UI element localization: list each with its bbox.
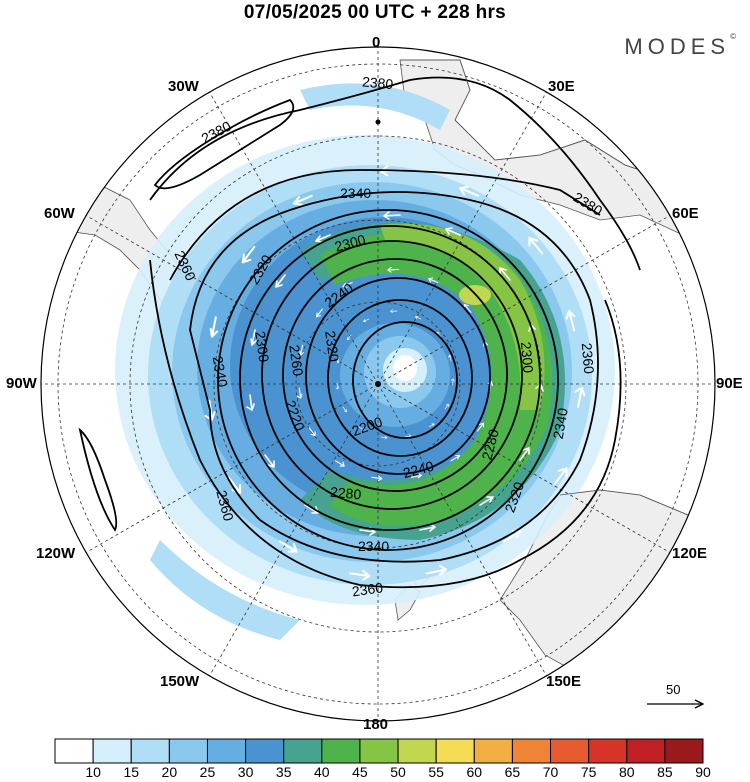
contour-label: 2340 bbox=[340, 185, 371, 201]
colorbar-tick-label: 25 bbox=[199, 764, 216, 780]
map-boundary bbox=[40, 46, 716, 722]
colorbar-tick-label: 80 bbox=[618, 764, 635, 780]
contour-label: 2260 bbox=[286, 344, 306, 377]
longitude-label-60w: 60W bbox=[44, 205, 75, 222]
contour-label-group: 2380 2380 2380 2360 2360 2360 2360 2340 … bbox=[171, 73, 605, 599]
colorbar-swatch bbox=[245, 738, 285, 764]
colorbar-swatch bbox=[511, 738, 552, 764]
longitude-label-120e: 120E bbox=[672, 545, 708, 562]
colorbar-swatch bbox=[588, 738, 628, 764]
colorbar bbox=[54, 738, 704, 764]
colorbar-labels: 10 15 20 25 30 35 40 45 50 55 60 65 70 75 80 85 90 bbox=[54, 764, 710, 780]
coastline-australia bbox=[559, 489, 701, 521]
longitude-label-90e: 90E bbox=[716, 375, 743, 392]
colorbar-tick-label: 75 bbox=[580, 764, 597, 780]
colorbar-swatch bbox=[54, 738, 94, 764]
colorbar-swatch bbox=[626, 738, 666, 764]
contour-label: 2300 bbox=[518, 341, 537, 374]
longitude-label-180: 180 bbox=[363, 716, 389, 733]
longitude-label-30w: 30W bbox=[168, 78, 199, 95]
coastline-africa bbox=[400, 59, 701, 191]
colorbar-tick-label: 90 bbox=[695, 764, 711, 780]
contour-label: 2300 bbox=[333, 231, 367, 255]
colorbar-tick-label: 85 bbox=[657, 764, 673, 780]
colorbar-tick-label: 10 bbox=[85, 764, 101, 780]
colorbar-swatch bbox=[550, 738, 590, 764]
longitude-label-60e: 60E bbox=[672, 205, 699, 222]
colorbar-swatch bbox=[130, 738, 170, 764]
colorbar-swatch bbox=[664, 738, 704, 764]
graticule bbox=[41, 47, 715, 721]
height-contours bbox=[78, 76, 641, 589]
colorbar-swatch bbox=[359, 738, 399, 764]
colorbar-tick-label: 15 bbox=[123, 764, 140, 780]
contour-label: 2360 bbox=[579, 342, 598, 375]
reference-vector-value: 50 bbox=[666, 682, 681, 697]
contour-label: 2340 bbox=[210, 355, 231, 389]
contour-label: 2280 bbox=[330, 484, 363, 503]
map-title: 07/05/2025 00 UTC + 228 hrs bbox=[243, 2, 507, 23]
colorbar-swatch bbox=[206, 738, 247, 764]
wind-vectors bbox=[204, 165, 586, 581]
colorbar-tick-label: 30 bbox=[237, 764, 254, 780]
contour-label: 2320 bbox=[322, 330, 342, 363]
contour-label: 2280 bbox=[478, 427, 502, 461]
colorbar-swatch bbox=[397, 738, 437, 764]
colorbar-tick-label: 35 bbox=[275, 764, 292, 780]
longitude-label-90w: 90W bbox=[6, 375, 37, 392]
contour-label: 2340 bbox=[550, 407, 571, 441]
colorbar-swatch bbox=[473, 738, 513, 764]
contour-label: 2360 bbox=[213, 488, 237, 522]
colorbar-tick-label: 40 bbox=[314, 764, 330, 780]
longitude-label-150w: 150W bbox=[160, 673, 200, 690]
colorbar-tick-label: 45 bbox=[352, 764, 368, 780]
colorbar-swatch bbox=[283, 738, 323, 764]
reference-arrow-icon bbox=[647, 699, 705, 709]
contour-label: 2300 bbox=[252, 330, 272, 363]
colorbar-tick-label: 70 bbox=[542, 764, 559, 780]
contour-label: 2360 bbox=[351, 579, 384, 599]
contour-label: 2340 bbox=[358, 538, 389, 554]
longitude-label-0: 0 bbox=[372, 34, 381, 51]
colorbar-tick-label: 50 bbox=[390, 764, 406, 780]
colorbar-swatch bbox=[168, 738, 208, 764]
colorbar-swatch bbox=[435, 738, 475, 764]
longitude-label-150e: 150E bbox=[546, 673, 582, 690]
colorbar-tick-label: 60 bbox=[466, 764, 483, 780]
copyright-mark: © bbox=[730, 32, 736, 41]
south-pole-marker bbox=[375, 381, 381, 387]
brand-text: MODES bbox=[624, 34, 731, 59]
contour-label: 2380 bbox=[361, 73, 394, 92]
modes-logo: MODES© bbox=[624, 32, 736, 60]
contour-label: 2240 bbox=[401, 458, 435, 482]
colorbar-tick-label: 65 bbox=[504, 764, 521, 780]
longitude-label-30e: 30E bbox=[548, 78, 575, 95]
colorbar-swatch bbox=[321, 738, 361, 764]
longitude-label-120w: 120W bbox=[36, 545, 76, 562]
colorbar-tick-label: 20 bbox=[161, 764, 178, 780]
colorbar-tick-label: 55 bbox=[428, 764, 444, 780]
top-marker bbox=[375, 119, 381, 125]
colorbar-swatch bbox=[92, 738, 132, 764]
